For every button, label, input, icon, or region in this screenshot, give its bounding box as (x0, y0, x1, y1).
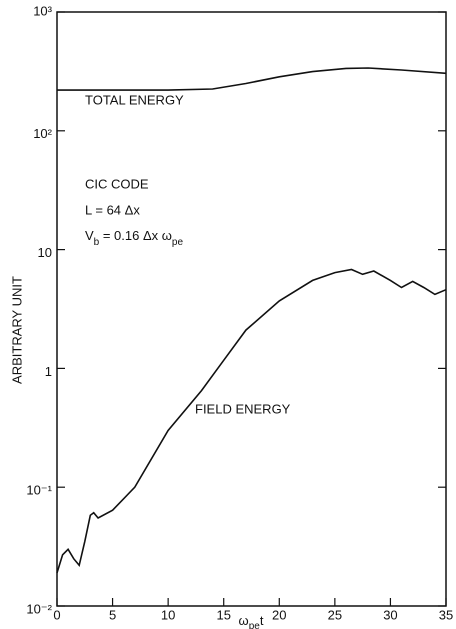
y-axis-label: ARBITRARY UNIT (9, 276, 24, 384)
annotation-sub: pe (172, 237, 184, 248)
annotation-sub: b (94, 237, 100, 248)
x-label-part: t (260, 613, 264, 628)
plot-frame (56, 11, 447, 607)
x-tick-label: 15 (216, 607, 230, 622)
annotation-part: = 0.16 Δx ω (99, 228, 172, 243)
x-tick-label: 10 (161, 607, 175, 622)
annotation: L = 64 Δx (85, 202, 140, 217)
x-tick-label: 30 (383, 607, 397, 622)
series-label: FIELD ENERGY (195, 401, 291, 416)
x-tick-label: 0 (53, 607, 60, 622)
x-tick-label: 35 (439, 607, 453, 622)
annotation: CIC CODE (85, 176, 149, 191)
x-tick-label: 25 (328, 607, 342, 622)
x-label-part: ω (239, 613, 249, 628)
y-tick-label: 10⁻¹ (26, 483, 52, 498)
x-axis-label: ωpet (239, 613, 264, 629)
y-tick-label: 10⁻² (26, 601, 52, 616)
x-tick-label: 5 (109, 607, 116, 622)
series-label: TOTAL ENERGY (85, 92, 184, 107)
x-label-sub: pe (249, 621, 261, 629)
y-tick-label: 10² (33, 126, 52, 141)
y-tick-label: 1 (45, 364, 52, 379)
annotation: Vb = 0.16 Δx ωpe (85, 228, 183, 247)
x-tick-label: 20 (272, 607, 286, 622)
data-line (57, 67, 447, 91)
y-tick-label: 10 (38, 245, 52, 260)
data-line (56, 268, 447, 574)
annotation-part: V (85, 228, 94, 243)
y-tick-label: 10³ (33, 3, 52, 18)
